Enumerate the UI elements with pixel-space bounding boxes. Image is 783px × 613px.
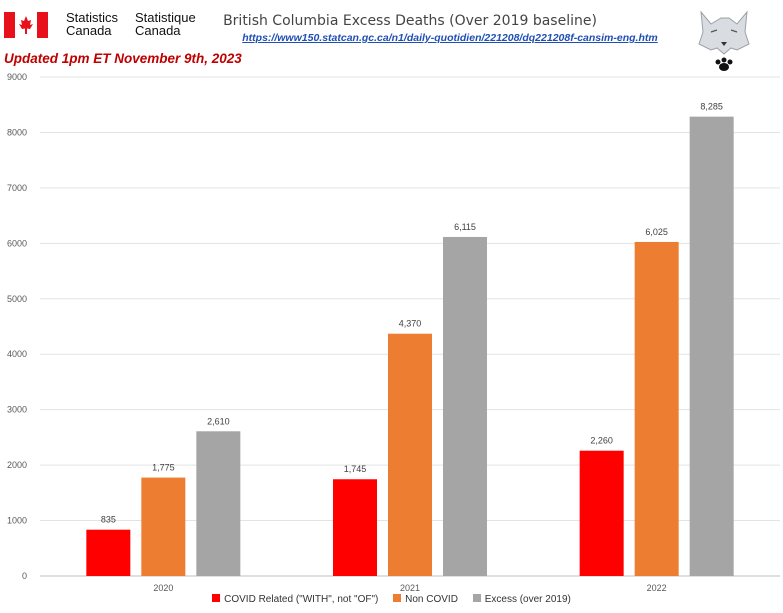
bar (86, 529, 131, 576)
legend-swatch-excess (472, 594, 481, 603)
y-tick-label: 6000 (7, 238, 27, 248)
org-name-english-line2: Canada (66, 23, 112, 38)
chart-legend: COVID Related ("WITH", not "OF") Non COV… (0, 594, 783, 605)
org-name-english: Statistics Canada (66, 11, 118, 37)
legend-item-covid: COVID Related ("WITH", not "OF") (212, 594, 378, 605)
bar (579, 450, 624, 576)
x-tick-label: 2021 (400, 583, 420, 593)
data-label: 835 (101, 515, 116, 525)
y-tick-label: 8000 (7, 127, 27, 137)
chart-title: British Columbia Excess Deaths (Over 201… (223, 13, 597, 29)
canada-flag-icon (4, 12, 48, 38)
legend-label-covid: COVID Related ("WITH", not "OF") (224, 594, 379, 605)
source-link[interactable]: https://www150.statcan.gc.ca/n1/daily-qu… (242, 32, 658, 44)
legend-swatch-covid (212, 594, 221, 603)
legend-item-non-covid: Non COVID (393, 594, 458, 605)
legend-label-non-covid: Non COVID (405, 594, 458, 605)
y-tick-label: 3000 (7, 405, 27, 415)
bar (689, 116, 734, 577)
data-label: 1,775 (152, 463, 175, 473)
y-tick-label: 9000 (7, 72, 27, 82)
data-label: 8,285 (700, 102, 723, 112)
bar (443, 236, 487, 577)
data-label: 4,370 (399, 319, 422, 329)
bar (196, 431, 241, 576)
legend-swatch-non-covid (393, 594, 402, 603)
x-tick-label: 2020 (153, 583, 173, 593)
bar (333, 479, 377, 576)
bar (141, 477, 186, 576)
legend-item-excess: Excess (over 2019) (472, 594, 571, 605)
x-tick-label: 2022 (647, 583, 667, 593)
y-tick-label: 2000 (7, 460, 27, 470)
data-label: 1,745 (344, 464, 367, 474)
y-tick-label: 4000 (7, 349, 27, 359)
data-label: 2,610 (207, 416, 230, 426)
updated-note: Updated 1pm ET November 9th, 2023 (4, 51, 242, 66)
header: Statistics Canada Statistique Canada Bri… (0, 0, 783, 78)
y-tick-label: 1000 (7, 516, 27, 526)
data-label: 6,025 (645, 227, 668, 237)
bar (634, 241, 679, 577)
legend-label-excess: Excess (over 2019) (484, 594, 571, 605)
data-label: 2,260 (590, 436, 613, 446)
org-name-english-line1: Statistics (66, 10, 119, 25)
org-name-french-line2: Canada (135, 23, 181, 38)
org-name-french: Statistique Canada (135, 11, 196, 37)
data-label: 6,115 (454, 222, 476, 232)
y-tick-label: 0 (22, 571, 27, 581)
org-name-french-line1: Statistique (135, 10, 196, 25)
y-tick-label: 7000 (7, 183, 27, 193)
y-tick-label: 5000 (7, 294, 27, 304)
wolf-logo-icon (698, 10, 750, 71)
bar (388, 333, 432, 576)
